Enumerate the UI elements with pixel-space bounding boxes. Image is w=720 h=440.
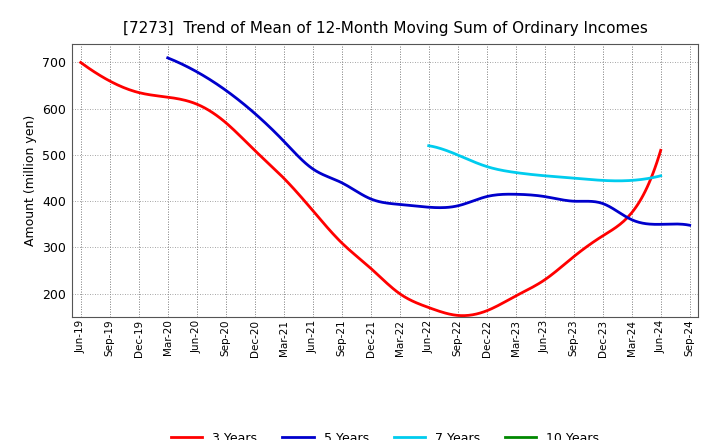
Title: [7273]  Trend of Mean of 12-Month Moving Sum of Ordinary Incomes: [7273] Trend of Mean of 12-Month Moving … <box>123 21 647 36</box>
Y-axis label: Amount (million yen): Amount (million yen) <box>24 115 37 246</box>
Legend: 3 Years, 5 Years, 7 Years, 10 Years: 3 Years, 5 Years, 7 Years, 10 Years <box>166 427 604 440</box>
